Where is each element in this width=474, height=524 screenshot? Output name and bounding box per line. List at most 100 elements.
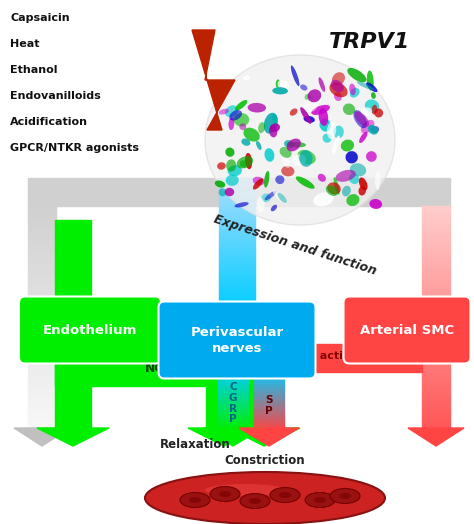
Ellipse shape [333, 126, 344, 138]
Ellipse shape [297, 150, 316, 165]
Bar [254, 379, 284, 380]
Bar [254, 413, 284, 414]
Bar [254, 382, 284, 383]
Ellipse shape [318, 174, 326, 182]
Bar [28, 225, 56, 228]
FancyArrowPatch shape [217, 52, 266, 128]
Bar [218, 413, 248, 414]
Bar [28, 378, 56, 381]
Bar [254, 384, 284, 385]
Bar [218, 420, 248, 421]
Bar [254, 400, 284, 401]
Bar [219, 200, 255, 202]
Bar [28, 243, 56, 247]
Bar [218, 419, 248, 420]
Bar [218, 381, 248, 382]
Bar [219, 242, 255, 244]
Ellipse shape [349, 173, 359, 184]
Bar [218, 406, 248, 407]
Bar [219, 237, 255, 239]
Text: GPCR/NTKR agonists: GPCR/NTKR agonists [10, 143, 139, 153]
Ellipse shape [279, 492, 291, 498]
Bar [28, 341, 56, 344]
Ellipse shape [359, 178, 367, 190]
Text: S
P: S P [265, 395, 273, 416]
Bar [219, 259, 255, 261]
Bar [218, 407, 248, 408]
Bar [254, 375, 284, 376]
Bar [28, 232, 56, 236]
Bar [28, 400, 56, 404]
Text: Arterial SMC: Arterial SMC [360, 323, 454, 336]
Bar [254, 386, 284, 387]
Bar [28, 359, 56, 363]
Bar [254, 423, 284, 424]
Ellipse shape [329, 82, 347, 97]
Bar [422, 281, 450, 285]
Ellipse shape [282, 157, 290, 168]
Bar [422, 292, 450, 296]
Bar [219, 180, 255, 182]
Bar [422, 366, 450, 370]
Bar [422, 296, 450, 299]
Bar [422, 426, 450, 430]
Text: TRPV1: TRPV1 [329, 32, 410, 52]
Ellipse shape [334, 92, 342, 101]
Bar [219, 178, 255, 180]
Ellipse shape [245, 153, 252, 169]
Ellipse shape [239, 123, 246, 130]
Ellipse shape [296, 177, 315, 189]
Bar [218, 377, 248, 378]
Bar [218, 373, 248, 374]
Bar [422, 255, 450, 258]
Bar [218, 408, 248, 409]
Ellipse shape [361, 107, 372, 116]
Bar [422, 239, 450, 243]
Bar [28, 348, 56, 352]
Bar [219, 233, 255, 235]
Bar [422, 213, 450, 217]
Bar [219, 189, 255, 191]
Bar [219, 283, 255, 286]
Bar [28, 262, 56, 266]
Ellipse shape [271, 205, 277, 211]
Ellipse shape [346, 151, 358, 163]
Ellipse shape [287, 138, 301, 151]
Ellipse shape [365, 100, 379, 113]
Bar [254, 371, 284, 372]
Polygon shape [14, 428, 70, 446]
Ellipse shape [357, 81, 374, 90]
Bar [218, 371, 248, 372]
Bar [422, 415, 450, 419]
Bar [219, 250, 255, 253]
Bar [28, 292, 56, 296]
Bar [254, 415, 284, 416]
Bar [254, 388, 284, 389]
Ellipse shape [327, 122, 336, 139]
Bar [28, 299, 56, 303]
Ellipse shape [145, 472, 385, 524]
Ellipse shape [264, 191, 276, 200]
Bar [422, 385, 450, 389]
Bar [254, 410, 284, 411]
Text: Relaxation: Relaxation [160, 439, 230, 452]
Bar [28, 408, 56, 411]
Ellipse shape [366, 82, 377, 92]
Bar [218, 398, 248, 399]
Bar [218, 405, 248, 406]
Bar [422, 307, 450, 311]
Bar [254, 429, 284, 430]
Bar [422, 408, 450, 411]
Bar [254, 411, 284, 412]
Bar [218, 394, 248, 395]
Bar [254, 377, 284, 378]
Bar [422, 303, 450, 307]
Bar [28, 322, 56, 325]
Bar [28, 426, 56, 430]
Ellipse shape [349, 83, 356, 95]
Bar [218, 386, 248, 387]
Ellipse shape [314, 497, 326, 503]
Bar [219, 253, 255, 255]
Bar [422, 228, 450, 232]
Ellipse shape [334, 177, 339, 195]
